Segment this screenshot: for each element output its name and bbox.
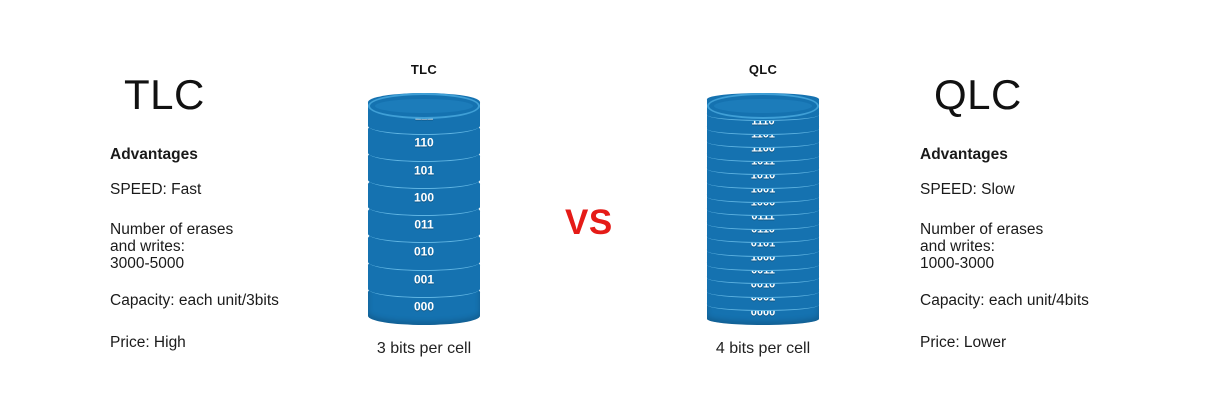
qlc-cell-label: 0001 [750, 292, 776, 305]
qlc-cell-label: 0010 [750, 278, 776, 291]
qlc-cell-label: 0110 [751, 224, 775, 237]
qlc-cell-label: 1001 [750, 183, 776, 196]
tlc-erases-text: Number of erases and writes: 3000-5000 [110, 221, 234, 272]
tlc-capacity-text: Capacity: each unit/3bits [110, 292, 279, 309]
qlc-top-cap [707, 93, 819, 119]
qlc-capacity-text: Capacity: each unit/4bits [920, 292, 1089, 309]
qlc-cell-stack: 1111111011011100101110101001100001110110… [707, 93, 819, 335]
qlc-cell-label: 1000 [750, 196, 776, 209]
tlc-cell-stack: 111110101100011010001000 [368, 93, 480, 335]
qlc-erases-text: Number of erases and writes: 1000-3000 [920, 221, 1044, 272]
tlc-cylinder-header: TLC [410, 62, 438, 77]
tlc-panel-title: TLC [124, 71, 205, 118]
qlc-cell-label: 1101 [751, 128, 775, 141]
qlc-cell-label: 1011 [751, 156, 775, 169]
qlc-info-panel: QLC Advantages SPEED: Slow Number of era… [920, 0, 1220, 418]
qlc-cylinder-header: QLC [748, 62, 778, 77]
tlc-top-cap-inner [375, 99, 473, 113]
qlc-price-text: Price: Lower [920, 334, 1007, 351]
qlc-speed-text: SPEED: Slow [920, 181, 1015, 198]
tlc-cell-label: 010 [413, 244, 435, 259]
tlc-cell-label: 100 [413, 190, 435, 205]
versus-label: VS [565, 203, 613, 242]
tlc-price-text: Price: High [110, 334, 186, 351]
tlc-cell-label: 001 [413, 272, 435, 287]
tlc-top-cap [368, 93, 480, 119]
qlc-cell-label: 1110 [751, 115, 775, 128]
tlc-speed-text: SPEED: Fast [110, 181, 202, 198]
qlc-cell-label: 0101 [750, 237, 776, 250]
tlc-cell-label: 011 [414, 217, 434, 232]
tlc-info-panel: TLC Advantages SPEED: Fast Number of era… [110, 0, 410, 418]
tlc-advantages-label: Advantages [110, 146, 198, 163]
qlc-cell-label: 1000 [750, 251, 776, 264]
qlc-cell-label: 0011 [751, 264, 775, 277]
qlc-cell-label: 1010 [750, 169, 776, 182]
qlc-cell-label: 0111 [751, 210, 775, 223]
qlc-top-cap-inner [714, 99, 812, 113]
tlc-cell-label: 101 [413, 163, 435, 178]
qlc-cylinder-caption: 4 bits per cell [715, 340, 811, 357]
qlc-cell-label: 0000 [750, 306, 776, 319]
qlc-advantages-label: Advantages [920, 146, 1008, 163]
tlc-cell-label: 000 [413, 299, 435, 314]
tlc-cell-label: 110 [414, 135, 434, 150]
tlc-cylinder-caption: 3 bits per cell [376, 340, 472, 357]
qlc-cell-label: 1100 [751, 142, 775, 155]
qlc-panel-title: QLC [934, 71, 1022, 118]
